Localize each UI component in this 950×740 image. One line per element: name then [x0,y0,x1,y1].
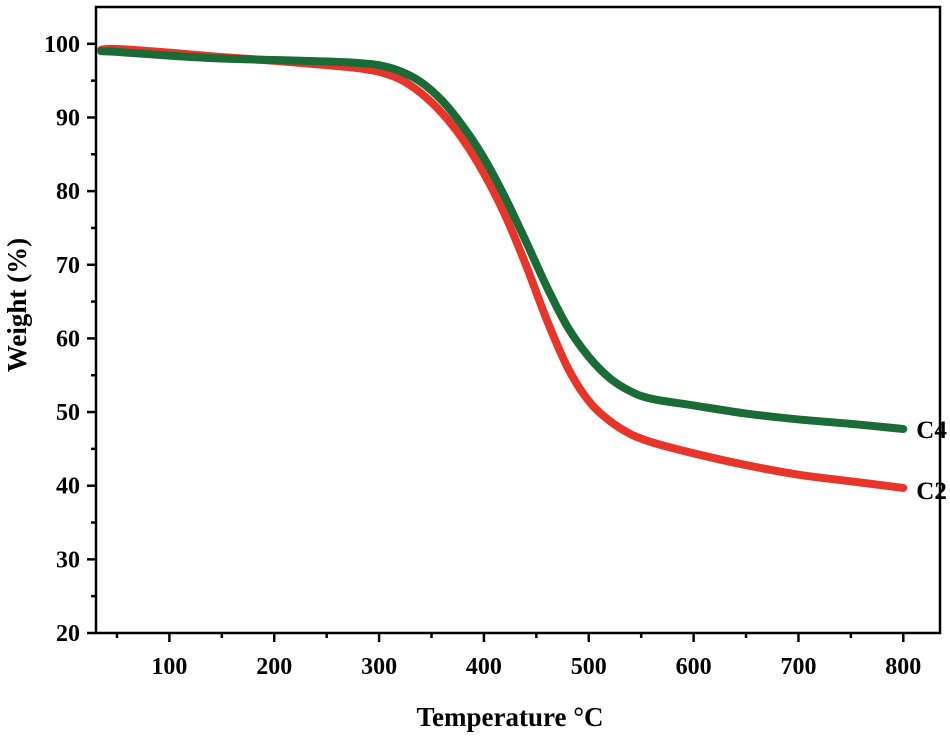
y-tick-label: 80 [56,179,80,205]
y-tick-label: 60 [56,326,80,352]
y-axis-title: Weight (%) [2,238,32,372]
y-tick-label: 100 [44,32,80,58]
y-tick-label: 90 [56,105,80,131]
series-labels: C2 C4 [916,417,947,505]
y-tick-label: 20 [56,621,80,647]
plot-lines [97,44,908,492]
axis-ticks [87,42,905,642]
tick-labels: 100 200 300 400 500 600 700 800 20 30 40 50 60 70 80 90… [44,32,921,680]
x-tick-label: 500 [571,654,607,680]
y-tick-label: 40 [56,474,80,500]
x-tick-label: 300 [361,654,397,680]
series-label-c4: C4 [916,417,947,444]
series-label-c2: C2 [916,478,947,505]
plot-frame [94,5,942,635]
y-tick-label: 50 [56,400,80,426]
x-axis-title: Temperature °C [416,702,603,732]
x-tick-label: 200 [256,654,292,680]
x-tick-label: 800 [885,654,921,680]
series-line-c2 [97,44,908,492]
series-line-c4 [97,47,908,433]
x-tick-label: 400 [466,654,502,680]
x-tick-label: 600 [676,654,712,680]
y-tick-label: 30 [56,547,80,573]
y-tick-label: 70 [56,253,80,279]
x-tick-label: 100 [151,654,187,680]
x-tick-label: 700 [780,654,816,680]
